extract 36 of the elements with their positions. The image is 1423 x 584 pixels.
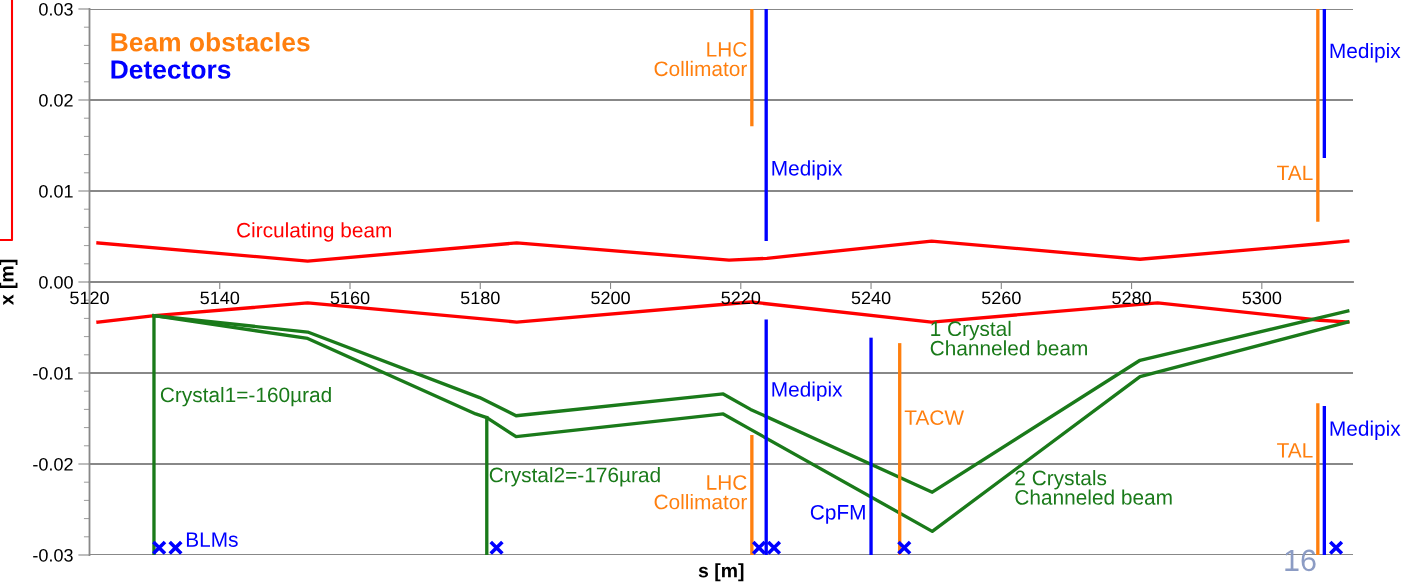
x-tick-label: 5120 [70,291,109,305]
series-label: Circulating beam [237,222,391,242]
y-tick-label: -0.01 [33,366,73,380]
x-tick-label: 5280 [1112,291,1151,305]
series-label: Medipix [772,381,843,401]
series-label: 2 Crystals Channeled beam [1015,470,1172,505]
annotation: Detectors [111,60,231,79]
y-tick-label: 0.03 [39,2,73,16]
x-axis-title: s [m] [698,563,744,582]
series-label: TACW [904,410,964,425]
x-tick-label: 5140 [200,291,240,305]
y-tick-label: -0.03 [33,548,73,562]
x-tick-label: 5220 [721,291,761,305]
x-tick-label: 5300 [1242,291,1282,305]
annotation: 16 [1285,549,1316,572]
series-label: 1 Crystal Channeled beam [930,320,1087,356]
y-tick-label: -0.02 [33,457,73,471]
x-tick-label: 5200 [591,291,630,305]
series-label: Medipix [772,160,843,180]
series-label: TAL [1277,165,1313,181]
annotation: Beam obstacles [111,32,310,52]
series-label: LHC Collimator [654,42,747,77]
series-label: TAL [1277,443,1313,458]
series-label: BLMs [186,532,238,547]
y-axis-title: x [m] [0,259,18,306]
series-label: Crystal1=-160µrad [160,386,331,407]
series-label: CpFM [810,504,865,524]
x-tick-label: 5160 [330,291,370,305]
x-tick-label: 5180 [460,291,500,305]
x-tick-label: 5260 [981,291,1021,305]
y-tick-label: 0.02 [39,93,73,107]
series-label: Medipix [1330,42,1401,63]
y-tick-label: 0.00 [39,275,73,289]
series-label: Medipix [1330,420,1401,441]
x-tick-label: 5240 [851,291,891,305]
y-tick-label: 0.01 [39,184,73,198]
